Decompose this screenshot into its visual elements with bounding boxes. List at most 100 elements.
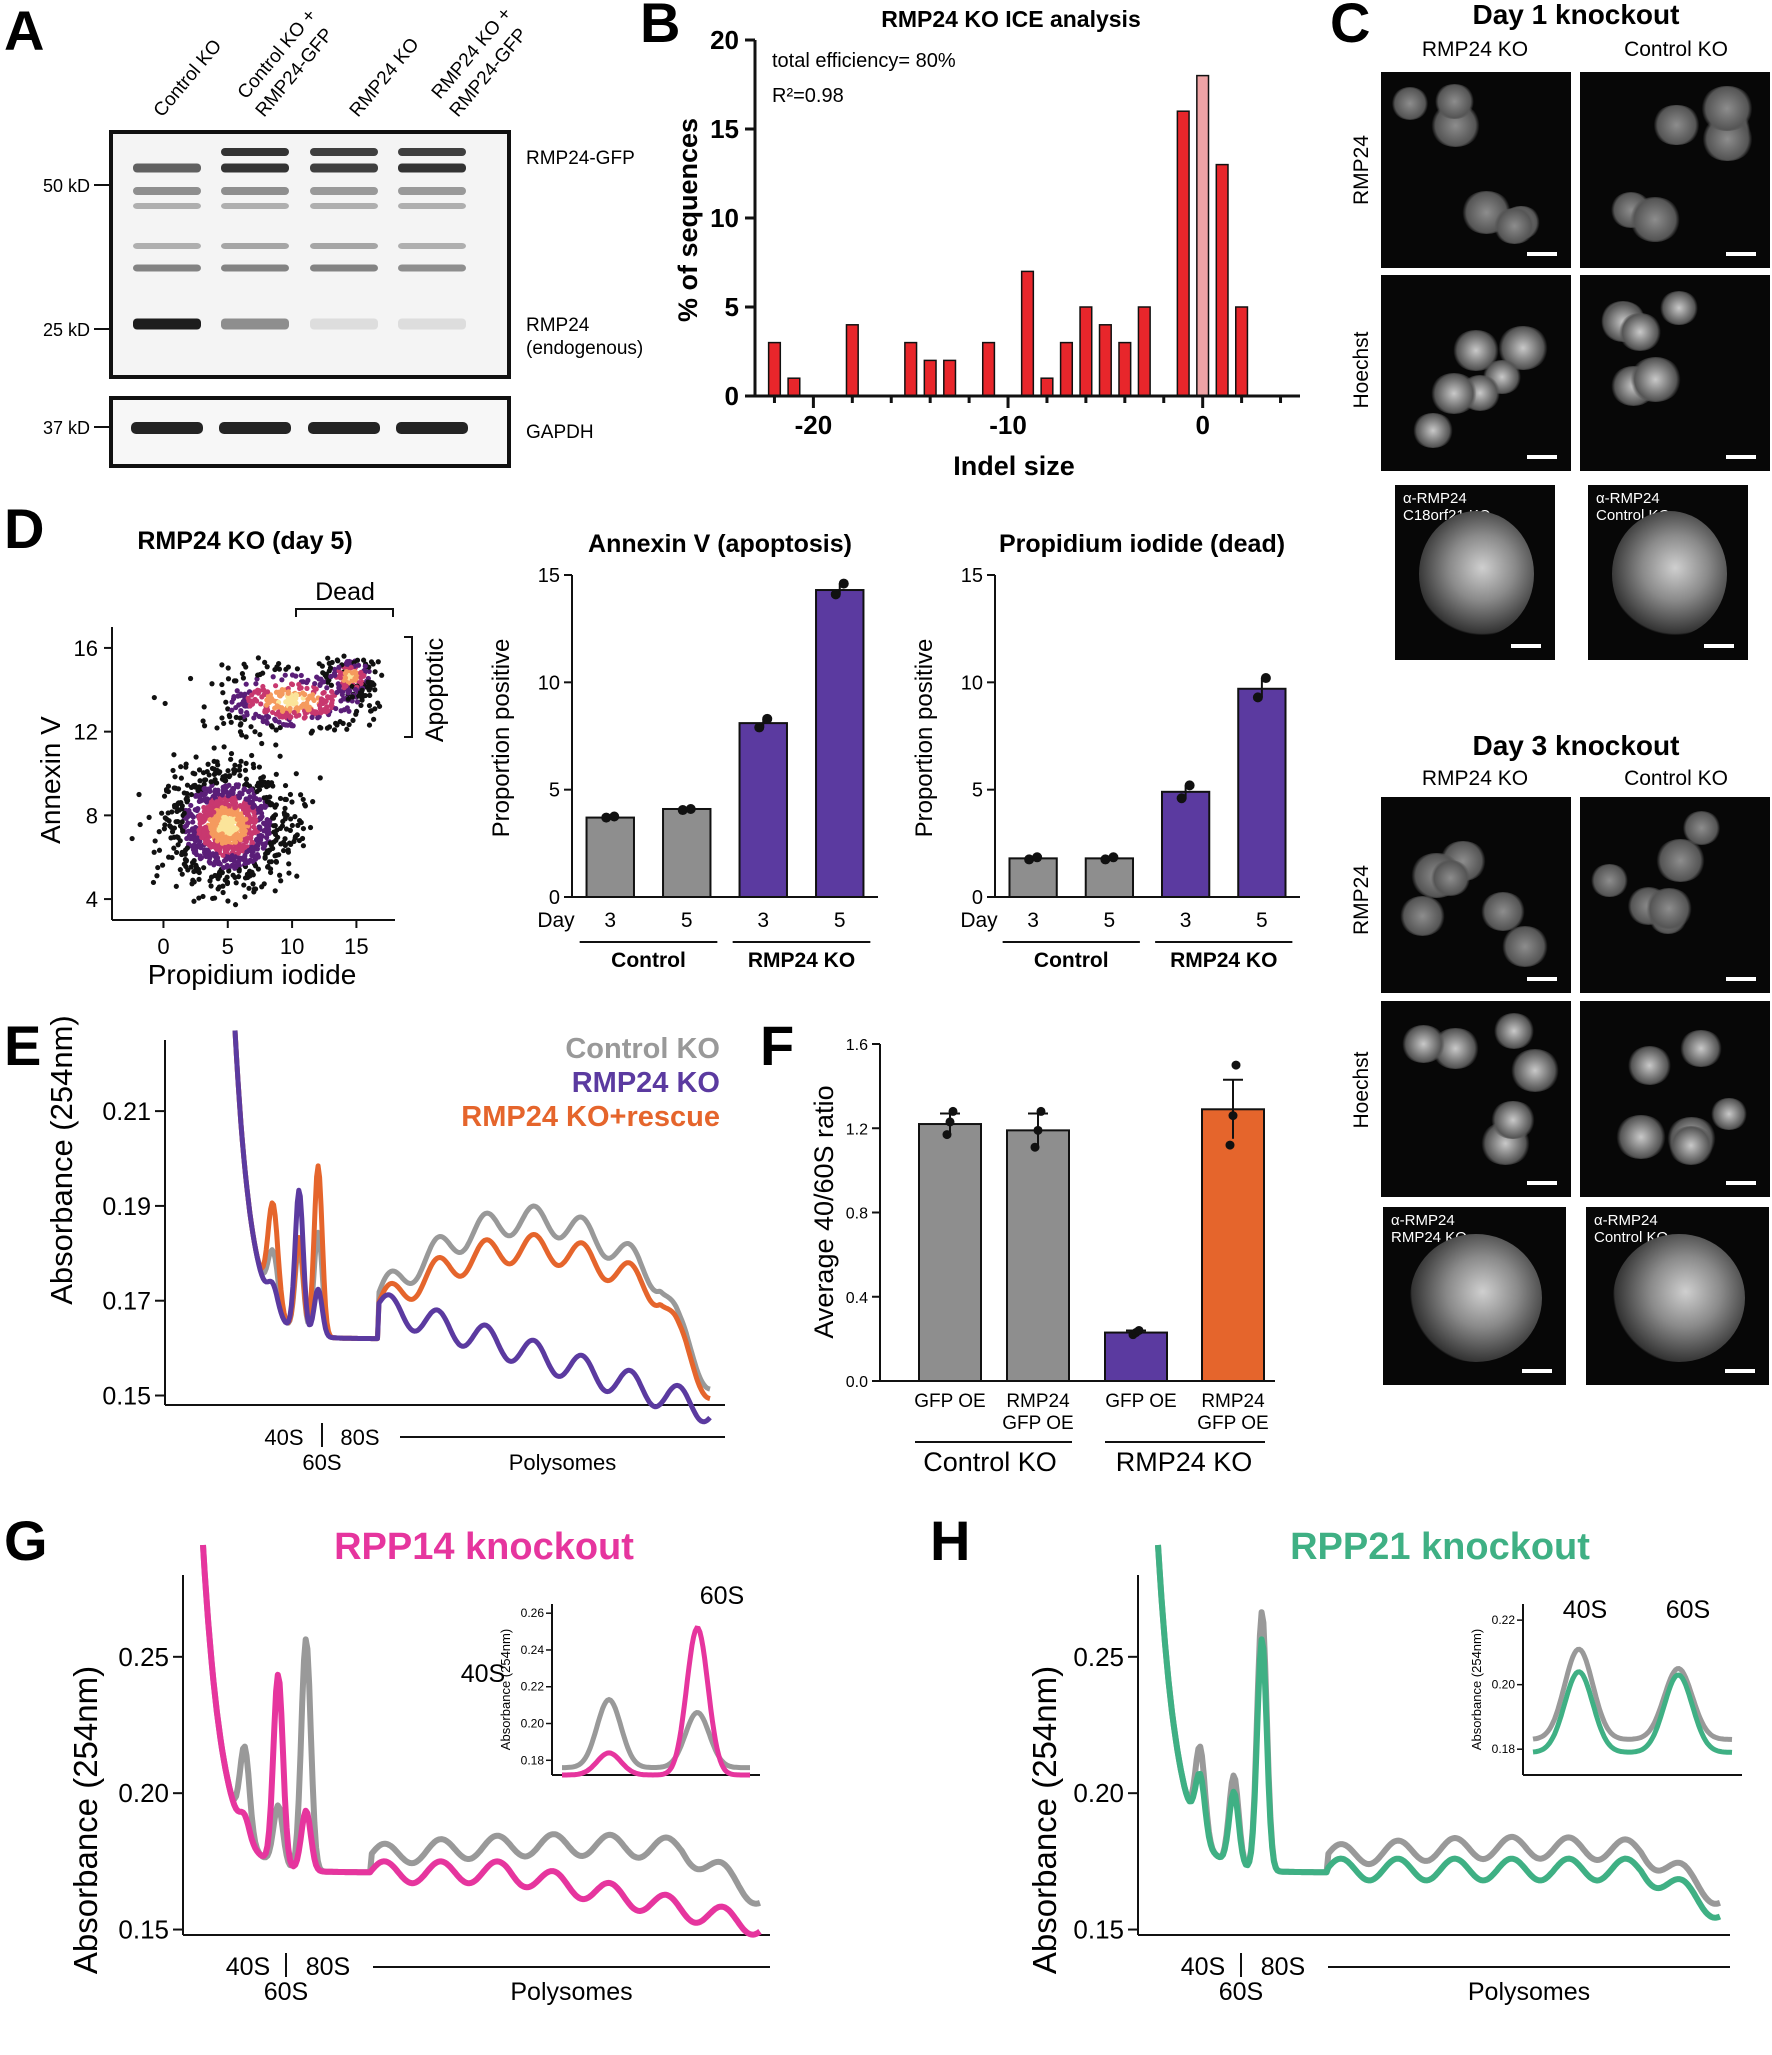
scatter-point xyxy=(212,789,218,795)
zoom-label: α-RMP24 xyxy=(1391,1212,1455,1229)
scatter-point xyxy=(350,717,356,723)
scatter-point xyxy=(242,837,248,844)
fraction-label-80s: 80S xyxy=(306,1953,350,1981)
scatter-point xyxy=(293,673,299,679)
y-tick-label: 4 xyxy=(86,887,98,912)
scatter-point xyxy=(259,833,265,839)
x-tick-label: 15 xyxy=(344,934,368,959)
blot-band xyxy=(221,243,289,249)
scatter-point xyxy=(206,788,212,794)
scatter-point xyxy=(223,837,230,844)
scatter-point xyxy=(215,845,221,851)
scatter-point xyxy=(276,852,282,858)
scatter-point xyxy=(338,698,344,704)
nucleus xyxy=(1480,892,1527,932)
scatter-point xyxy=(254,783,260,789)
nucleus xyxy=(1612,511,1728,638)
panel-letter-a: A xyxy=(4,0,44,62)
nucleus xyxy=(1626,1046,1673,1085)
scatter-point xyxy=(256,764,263,770)
scatter-point xyxy=(215,860,221,867)
blot-band xyxy=(221,264,289,272)
scatter-point xyxy=(201,865,207,871)
scatter-point xyxy=(368,659,375,665)
day1-col-controlko: Control KO xyxy=(1624,38,1728,61)
scatter-point xyxy=(228,719,234,725)
data-point xyxy=(838,578,849,589)
scatter-point xyxy=(219,715,225,721)
data-point xyxy=(677,805,688,816)
scatter-point xyxy=(344,705,350,711)
scatter-point xyxy=(372,687,378,693)
scatter-point xyxy=(273,727,279,733)
day1-row-rmp24: RMP24 xyxy=(1350,135,1373,205)
scatter-point xyxy=(249,840,256,846)
scatter-point xyxy=(301,801,308,808)
group-rmp24-ko: RMP24 KO xyxy=(1116,1447,1253,1477)
scatter-point xyxy=(312,680,318,687)
ice-bar xyxy=(1235,306,1249,397)
blot-band xyxy=(310,148,378,156)
blot-band xyxy=(133,264,201,272)
scatter-point xyxy=(223,699,229,705)
scatter-point xyxy=(257,825,263,831)
scatter-point xyxy=(159,862,166,868)
scatter-point xyxy=(266,799,272,805)
ice-bar xyxy=(943,359,957,397)
y-tick-label: 5 xyxy=(725,292,739,322)
micrograph-day3-zoom-controlko: α-RMP24 Control KO xyxy=(1586,1207,1769,1385)
blot-band xyxy=(398,264,466,272)
bar-sublabel: GFP OE xyxy=(1002,1413,1073,1434)
scatter-point xyxy=(173,883,179,889)
trace-knockout xyxy=(200,1544,762,1938)
y-tick-label: 0.15 xyxy=(1073,1915,1124,1945)
scatter-point xyxy=(246,789,252,795)
nucleus xyxy=(1434,84,1475,119)
nucleus xyxy=(1709,1097,1749,1131)
scatter-point xyxy=(253,681,259,687)
bar xyxy=(1084,857,1135,898)
scatter-point xyxy=(173,819,179,825)
scatter-point xyxy=(233,678,239,684)
scatter-title: RMP24 KO (day 5) xyxy=(137,527,352,555)
scatter-point xyxy=(183,815,189,821)
data-point xyxy=(1033,1125,1043,1135)
scatter-point xyxy=(212,872,218,879)
scatter-point xyxy=(349,670,356,676)
scatter-point xyxy=(236,862,242,868)
scatter-point xyxy=(331,666,338,672)
scatter-point xyxy=(234,816,240,822)
scatter-point xyxy=(171,802,178,809)
scatter-point xyxy=(328,673,334,680)
bar-sublabel: GFP OE xyxy=(1105,1391,1176,1412)
micrograph-day3-rmp24-rmp24ko xyxy=(1381,797,1571,993)
scatter-point xyxy=(324,685,330,691)
nucleus xyxy=(1412,412,1455,449)
y-tick-label: 15 xyxy=(538,565,560,587)
inset-trace-control xyxy=(1532,1646,1733,1742)
scatter-point xyxy=(257,815,263,821)
ice-bar xyxy=(1059,341,1074,397)
blot-band xyxy=(133,203,201,209)
scatter-point xyxy=(238,691,244,697)
scatter-point xyxy=(191,898,197,904)
flow-scatter: RMP24 KO (day 5) Dead Apoptotic Propidiu… xyxy=(35,527,449,990)
blot-band xyxy=(133,163,201,173)
scatter-point xyxy=(309,728,315,734)
lane-label: Control KO xyxy=(150,36,226,121)
scatter-point xyxy=(197,812,203,818)
nucleus xyxy=(1590,863,1630,897)
nucleus xyxy=(1700,86,1754,132)
scatter-point xyxy=(182,824,188,830)
nucleus xyxy=(1667,1125,1714,1166)
scatter-point xyxy=(274,703,280,709)
nucleus xyxy=(1617,312,1663,351)
scatter-point xyxy=(280,847,287,854)
scatter-point xyxy=(168,824,174,830)
inset-y-tick-label: 0.26 xyxy=(521,1606,545,1620)
scatter-point xyxy=(227,773,233,779)
scatter-point xyxy=(282,816,288,822)
scatter-point xyxy=(229,707,235,713)
scatter-point xyxy=(366,687,372,693)
bar xyxy=(585,816,635,898)
